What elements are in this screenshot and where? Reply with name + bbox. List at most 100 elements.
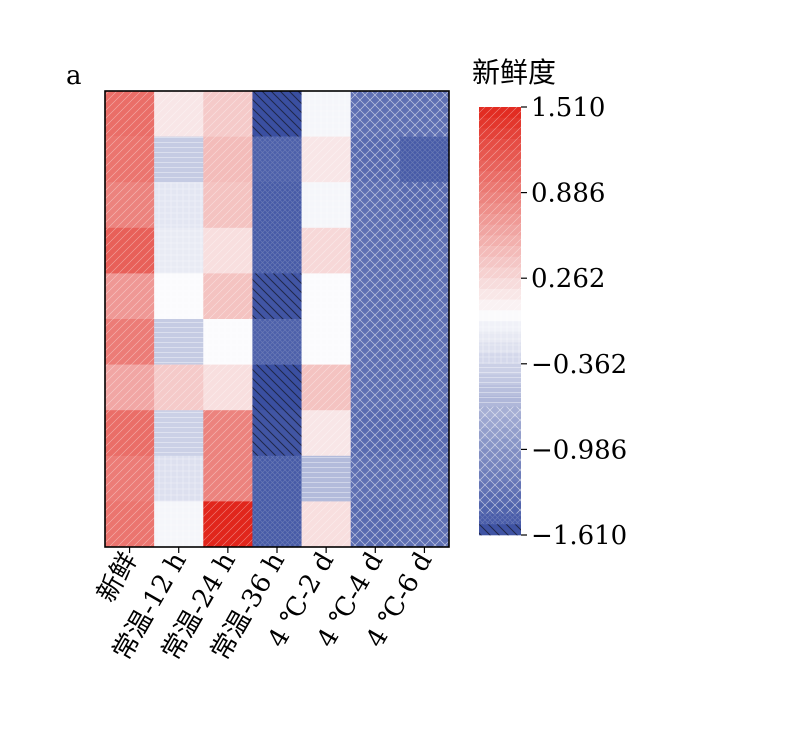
heatmap-cell-hatch bbox=[252, 273, 302, 320]
heatmap-cell-hatch bbox=[252, 227, 302, 274]
heatmap-cell-hatch bbox=[105, 319, 155, 365]
heatmap-cell-hatch bbox=[203, 501, 253, 548]
heatmap-cell-hatch bbox=[252, 455, 302, 502]
colorbar-band-hatch bbox=[479, 256, 521, 268]
heatmap-cell-hatch bbox=[154, 227, 204, 274]
colorbar-ticks: 1.510 0.886 0.262 −0.362 −0.986 −1.610 bbox=[521, 93, 627, 551]
heatmap-cell-hatch bbox=[203, 182, 253, 229]
heatmap-cell-hatch bbox=[350, 182, 401, 229]
colorbar-tick-label: 0.886 bbox=[531, 179, 605, 209]
heatmap-cell-hatch bbox=[105, 410, 155, 457]
heatmap-cell-hatch bbox=[301, 364, 352, 411]
colorbar-band-hatch bbox=[479, 353, 521, 365]
colorbar-band-hatch bbox=[479, 438, 521, 450]
colorbar-band-hatch bbox=[479, 502, 521, 514]
heatmap-cell-hatch bbox=[399, 227, 450, 274]
heatmap-cell-hatch bbox=[350, 501, 401, 548]
heatmap-cell-hatch bbox=[154, 91, 204, 137]
panel-label: a bbox=[66, 61, 82, 91]
heatmap-cell-hatch bbox=[399, 319, 450, 365]
colorbar-band-hatch bbox=[479, 203, 521, 215]
heatmap-cell-hatch bbox=[399, 136, 450, 183]
heatmap-cell-hatch bbox=[252, 136, 302, 183]
heatmap-cell-hatch bbox=[154, 273, 204, 320]
colorbar-band-hatch bbox=[479, 224, 521, 236]
heatmap-cell-hatch bbox=[105, 455, 155, 502]
heatmap-cell-hatch bbox=[203, 410, 253, 457]
heatmap-cell-hatch bbox=[154, 455, 204, 502]
colorbar-tick-label: 1.510 bbox=[531, 93, 605, 123]
colorbar-band-hatch bbox=[479, 492, 521, 504]
heatmap-cell-hatch bbox=[203, 455, 253, 502]
heatmap-cell-hatch bbox=[350, 410, 401, 457]
heatmap-cell-hatch bbox=[252, 364, 302, 411]
heatmap-cell-hatch bbox=[350, 455, 401, 502]
heatmap-cell-hatch bbox=[301, 455, 352, 502]
heatmap-cell-hatch bbox=[350, 136, 401, 183]
heatmap-cell-hatch bbox=[399, 182, 450, 229]
heatmap-cell-hatch bbox=[252, 182, 302, 229]
colorbar-band-hatch bbox=[479, 395, 521, 407]
colorbar-band-hatch bbox=[479, 235, 521, 247]
heatmap-cell-hatch bbox=[350, 364, 401, 411]
heatmap-cell-hatch bbox=[301, 501, 352, 548]
heatmap-cell-hatch bbox=[301, 227, 352, 274]
colorbar-band-hatch bbox=[479, 428, 521, 439]
colorbar-band-hatch bbox=[479, 524, 521, 536]
heatmap-cell-hatch bbox=[350, 319, 401, 365]
colorbar-band-hatch bbox=[479, 406, 521, 418]
heatmap-cell-hatch bbox=[154, 182, 204, 229]
colorbar-band-hatch bbox=[479, 299, 521, 311]
colorbar-band-hatch bbox=[479, 278, 521, 290]
colorbar-band-hatch bbox=[479, 310, 521, 322]
heatmap-cell-hatch bbox=[105, 182, 155, 229]
heatmap-cell-hatch bbox=[350, 91, 401, 137]
heatmap-cell-hatch bbox=[203, 136, 253, 183]
colorbar-band-hatch bbox=[479, 385, 521, 397]
heatmap-cell-hatch bbox=[154, 501, 204, 548]
colorbar-band-hatch bbox=[479, 374, 521, 386]
heatmap-cell-hatch bbox=[252, 91, 302, 137]
heatmap-cell-hatch bbox=[301, 410, 352, 457]
colorbar-band-hatch bbox=[479, 470, 521, 482]
heatmap-cell-hatch bbox=[203, 319, 253, 365]
heatmap-cell-hatch bbox=[301, 182, 352, 229]
heatmap-cell-hatch bbox=[105, 273, 155, 320]
heatmap-cell-hatch bbox=[252, 319, 302, 365]
heatmap-cell-hatch bbox=[399, 273, 450, 320]
colorbar-tick-label: 0.262 bbox=[531, 264, 605, 294]
colorbar-tick-label: −0.986 bbox=[531, 435, 627, 465]
colorbar-band-hatch bbox=[479, 449, 521, 461]
heatmap-cell-hatch bbox=[105, 227, 155, 274]
heatmap-cell-hatch bbox=[350, 273, 401, 320]
colorbar-band-hatch bbox=[479, 246, 521, 258]
colorbar-band-hatch bbox=[479, 139, 521, 151]
heatmap-cell-hatch bbox=[154, 410, 204, 457]
colorbar bbox=[479, 107, 521, 536]
colorbar-band-hatch bbox=[479, 460, 521, 472]
colorbar-band-hatch bbox=[479, 171, 521, 183]
heatmap-cell-hatch bbox=[105, 364, 155, 411]
heatmap-cells bbox=[105, 91, 450, 548]
heatmap-cell-hatch bbox=[399, 501, 450, 548]
heatmap-cell-hatch bbox=[399, 91, 450, 137]
colorbar-band-hatch bbox=[479, 128, 521, 140]
heatmap-cell-hatch bbox=[203, 227, 253, 274]
heatmap-cell-hatch bbox=[203, 364, 253, 411]
x-tick-label: 新鲜 bbox=[92, 548, 144, 608]
colorbar-band-hatch bbox=[479, 513, 521, 525]
heatmap-cell-hatch bbox=[301, 91, 352, 137]
colorbar-band-hatch bbox=[479, 321, 521, 332]
heatmap-cell-hatch bbox=[350, 227, 401, 274]
colorbar-band-hatch bbox=[479, 363, 521, 375]
heatmap-cell-hatch bbox=[399, 410, 450, 457]
colorbar-title: 新鲜度 bbox=[472, 56, 556, 89]
heatmap-cell-hatch bbox=[203, 91, 253, 137]
heatmap-cell-hatch bbox=[203, 273, 253, 320]
heatmap-cell-hatch bbox=[301, 319, 352, 365]
colorbar-band-hatch bbox=[479, 331, 521, 343]
heatmap-cell-hatch bbox=[154, 136, 204, 183]
heatmap-cell-hatch bbox=[105, 136, 155, 183]
colorbar-band-hatch bbox=[479, 267, 521, 279]
